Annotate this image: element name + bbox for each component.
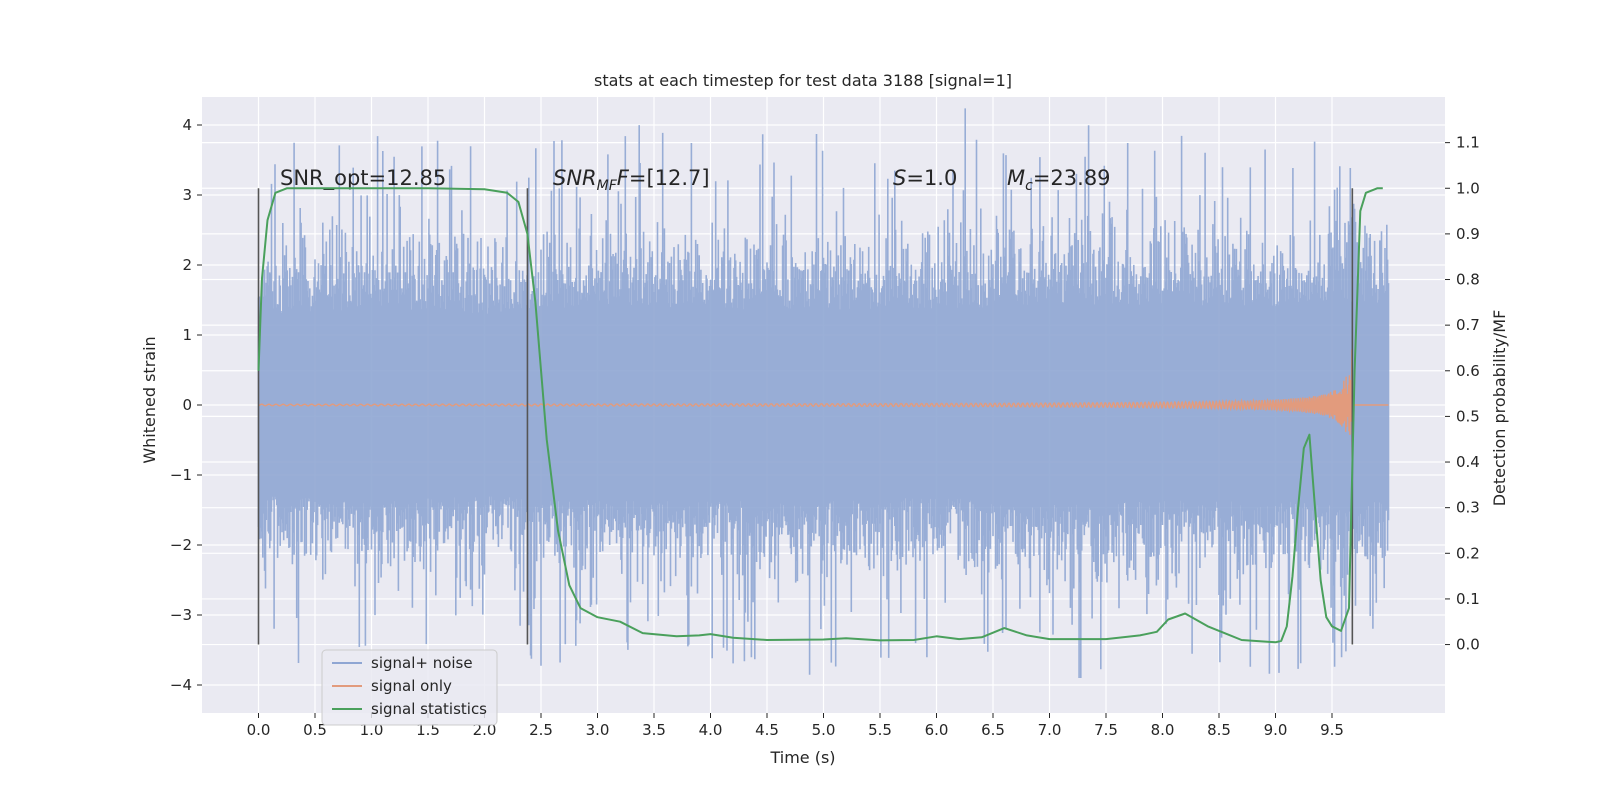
y2-tick-label: 0.9 — [1456, 225, 1480, 243]
y-tick-label: −2 — [170, 536, 192, 554]
x-tick-label: 6.0 — [925, 721, 949, 739]
y2-tick-label: 0.4 — [1456, 453, 1480, 471]
x-tick-label: 7.0 — [1038, 721, 1062, 739]
x-tick-label: 0.0 — [247, 721, 271, 739]
legend-frame — [321, 649, 498, 726]
x-tick-label: 4.5 — [755, 721, 779, 739]
y-tick-label: 4 — [182, 116, 192, 134]
x-tick-label: 7.5 — [1094, 721, 1118, 739]
y2-tick-label: 0.5 — [1456, 407, 1480, 425]
y-tick-label: 0 — [182, 396, 192, 414]
x-tick-label: 0.5 — [303, 721, 327, 739]
x-tick-label: 9.0 — [1264, 721, 1288, 739]
chart-title: stats at each timestep for test data 318… — [594, 71, 1012, 90]
y-axis-label: Whitened strain — [140, 336, 159, 463]
y2-tick-label: 0.8 — [1456, 271, 1480, 289]
s-annotation: S=1.0 — [893, 166, 957, 190]
y2-tick-label: 0.6 — [1456, 362, 1480, 380]
legend: signal+ noise signal only signal statist… — [321, 649, 498, 726]
x-tick-label: 2.5 — [529, 721, 553, 739]
x-tick-label: 8.5 — [1207, 721, 1231, 739]
legend-label-signal-noise: signal+ noise — [371, 654, 473, 672]
y-tick-label: −3 — [170, 606, 192, 624]
x-tick-label: 8.0 — [1151, 721, 1175, 739]
y-tick-label: 1 — [182, 326, 192, 344]
left-axis-ticks: 4 3 2 1 0 −1 −2 −3 −4 — [170, 116, 202, 694]
series-signal-only — [258, 349, 1389, 477]
x-axis-label: Time (s) — [769, 748, 835, 767]
y-tick-label: 2 — [182, 256, 192, 274]
x-tick-label: 3.5 — [642, 721, 666, 739]
y2-axis-label: Detection probability/MF — [1490, 310, 1509, 507]
series-layer — [257, 108, 1390, 678]
y2-tick-label: 0.3 — [1456, 499, 1480, 517]
legend-label-signal-only: signal only — [371, 677, 452, 695]
right-axis-ticks: 1.1 1.0 0.9 0.8 0.7 0.6 0.5 0.4 0.3 0.2 0.1 0.0 — [1445, 134, 1480, 654]
x-tick-label: 5.0 — [812, 721, 836, 739]
y-tick-label: 3 — [182, 186, 192, 204]
y2-tick-label: 0.2 — [1456, 544, 1480, 562]
y2-tick-label: 1.0 — [1456, 179, 1480, 197]
legend-label-signal-statistics: signal statistics — [371, 700, 487, 718]
x-tick-label: 3.0 — [586, 721, 610, 739]
series-signal-statistics — [257, 187, 1383, 644]
x-tick-label: 4.0 — [699, 721, 723, 739]
y2-tick-label: 1.1 — [1456, 134, 1480, 152]
y2-tick-label: 0.0 — [1456, 636, 1480, 654]
snr-mf-annotation: SNRMFF=[12.7] — [553, 166, 710, 194]
y2-tick-label: 0.7 — [1456, 316, 1480, 334]
x-tick-label: 9.5 — [1320, 721, 1344, 739]
y-tick-label: −4 — [170, 676, 192, 694]
mc-annotation: Mc=23.89 — [1007, 166, 1111, 194]
x-tick-label: 6.5 — [981, 721, 1005, 739]
x-tick-label: 5.5 — [868, 721, 892, 739]
snr-opt-annotation: SNR_opt=12.85 — [280, 166, 446, 191]
y-tick-label: −1 — [170, 466, 192, 484]
y2-tick-label: 0.1 — [1456, 590, 1480, 608]
vertical-markers — [257, 188, 1354, 645]
